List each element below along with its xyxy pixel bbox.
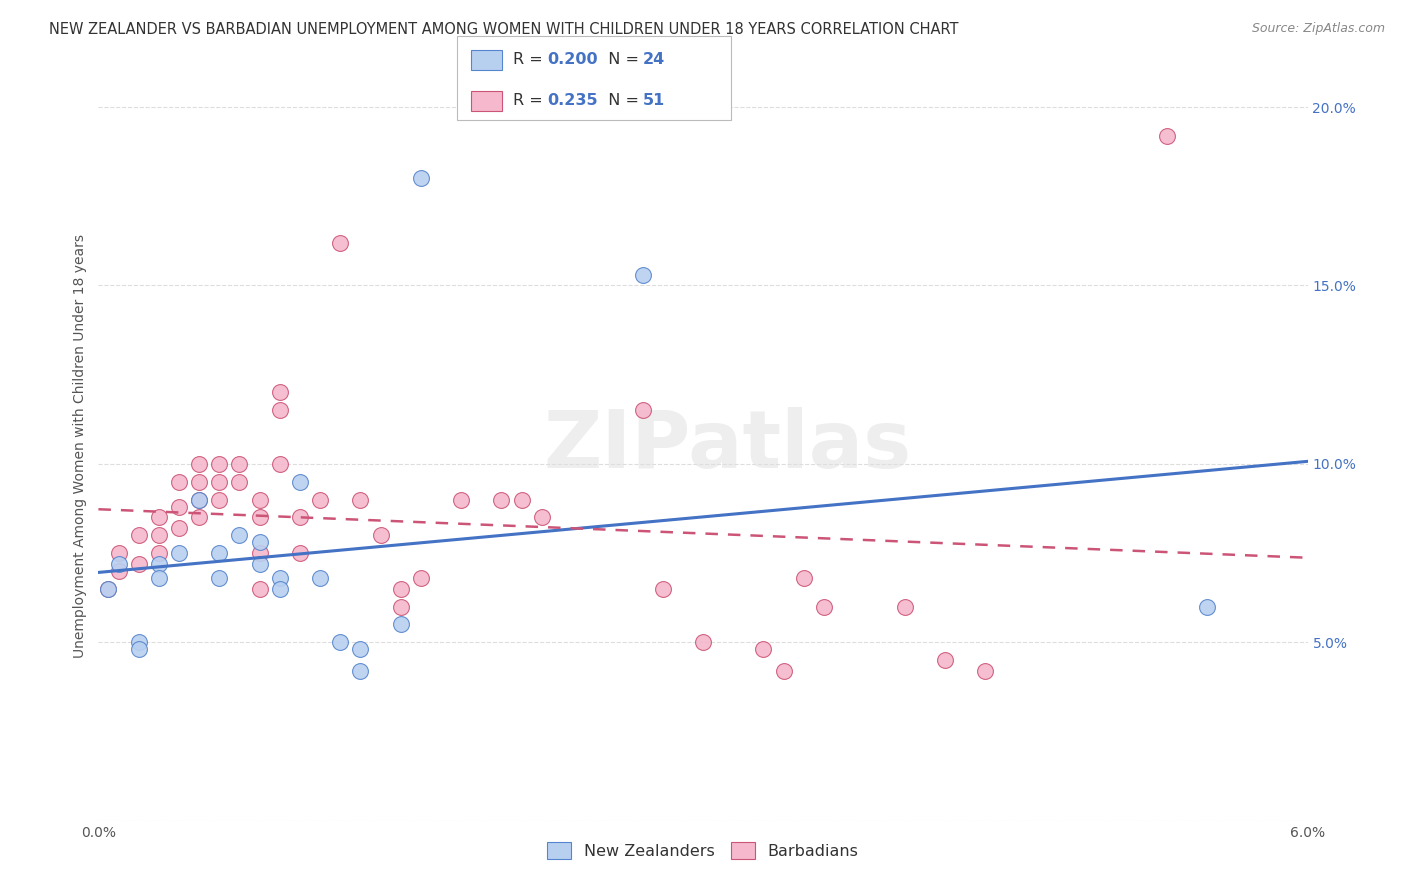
Point: [329, 635, 352, 649]
Point: [188, 475, 211, 489]
Point: [389, 599, 412, 614]
Point: [249, 557, 271, 571]
Point: [188, 510, 211, 524]
Point: [1156, 128, 1178, 143]
Point: [349, 642, 371, 657]
Point: [389, 582, 412, 596]
Point: [370, 528, 392, 542]
Y-axis label: Unemployment Among Women with Children Under 18 years: Unemployment Among Women with Children U…: [73, 234, 87, 658]
Text: 0.235: 0.235: [547, 94, 598, 108]
Point: [148, 546, 170, 560]
Text: 24: 24: [643, 53, 665, 67]
Point: [167, 546, 190, 560]
Point: [97, 582, 120, 596]
Point: [309, 492, 332, 507]
Point: [631, 403, 654, 417]
Point: [309, 571, 332, 585]
Point: [974, 664, 997, 678]
Point: [288, 475, 311, 489]
Point: [269, 582, 291, 596]
Point: [128, 642, 150, 657]
Point: [249, 546, 271, 560]
Point: [249, 582, 271, 596]
Legend: New Zealanders, Barbadians: New Zealanders, Barbadians: [541, 836, 865, 865]
Point: [128, 635, 150, 649]
Text: Source: ZipAtlas.com: Source: ZipAtlas.com: [1251, 22, 1385, 36]
Point: [249, 492, 271, 507]
Point: [228, 457, 250, 471]
Point: [631, 268, 654, 282]
Point: [208, 546, 231, 560]
Point: [208, 457, 231, 471]
Point: [148, 557, 170, 571]
Point: [148, 528, 170, 542]
Point: [128, 528, 150, 542]
Point: [389, 617, 412, 632]
Point: [128, 557, 150, 571]
Point: [208, 571, 231, 585]
Point: [288, 510, 311, 524]
Point: [107, 564, 129, 578]
Point: [893, 599, 915, 614]
Point: [288, 546, 311, 560]
Text: R =: R =: [513, 53, 548, 67]
Point: [167, 500, 190, 514]
Point: [409, 171, 432, 186]
Point: [228, 475, 250, 489]
Text: ZIPatlas: ZIPatlas: [543, 407, 911, 485]
Text: N =: N =: [598, 94, 644, 108]
Point: [510, 492, 533, 507]
Point: [148, 571, 170, 585]
Point: [208, 475, 231, 489]
Point: [450, 492, 472, 507]
Point: [188, 457, 211, 471]
Point: [813, 599, 835, 614]
Point: [167, 521, 190, 535]
Text: N =: N =: [598, 53, 644, 67]
Point: [793, 571, 815, 585]
Point: [349, 664, 371, 678]
Point: [329, 235, 352, 250]
Point: [1195, 599, 1218, 614]
Point: [269, 385, 291, 400]
Point: [934, 653, 956, 667]
Point: [269, 571, 291, 585]
Point: [208, 492, 231, 507]
Point: [188, 492, 211, 507]
Point: [491, 492, 513, 507]
Point: [269, 403, 291, 417]
Point: [249, 535, 271, 549]
Text: NEW ZEALANDER VS BARBADIAN UNEMPLOYMENT AMONG WOMEN WITH CHILDREN UNDER 18 YEARS: NEW ZEALANDER VS BARBADIAN UNEMPLOYMENT …: [49, 22, 959, 37]
Point: [269, 457, 291, 471]
Point: [107, 546, 129, 560]
Point: [228, 528, 250, 542]
Text: 51: 51: [643, 94, 665, 108]
Point: [148, 510, 170, 524]
Point: [188, 492, 211, 507]
Point: [752, 642, 775, 657]
Point: [530, 510, 553, 524]
Point: [107, 557, 129, 571]
Point: [409, 571, 432, 585]
Point: [692, 635, 714, 649]
Text: 0.200: 0.200: [547, 53, 598, 67]
Point: [249, 510, 271, 524]
Point: [772, 664, 794, 678]
Point: [651, 582, 673, 596]
Text: R =: R =: [513, 94, 548, 108]
Point: [349, 492, 371, 507]
Point: [97, 582, 120, 596]
Point: [167, 475, 190, 489]
